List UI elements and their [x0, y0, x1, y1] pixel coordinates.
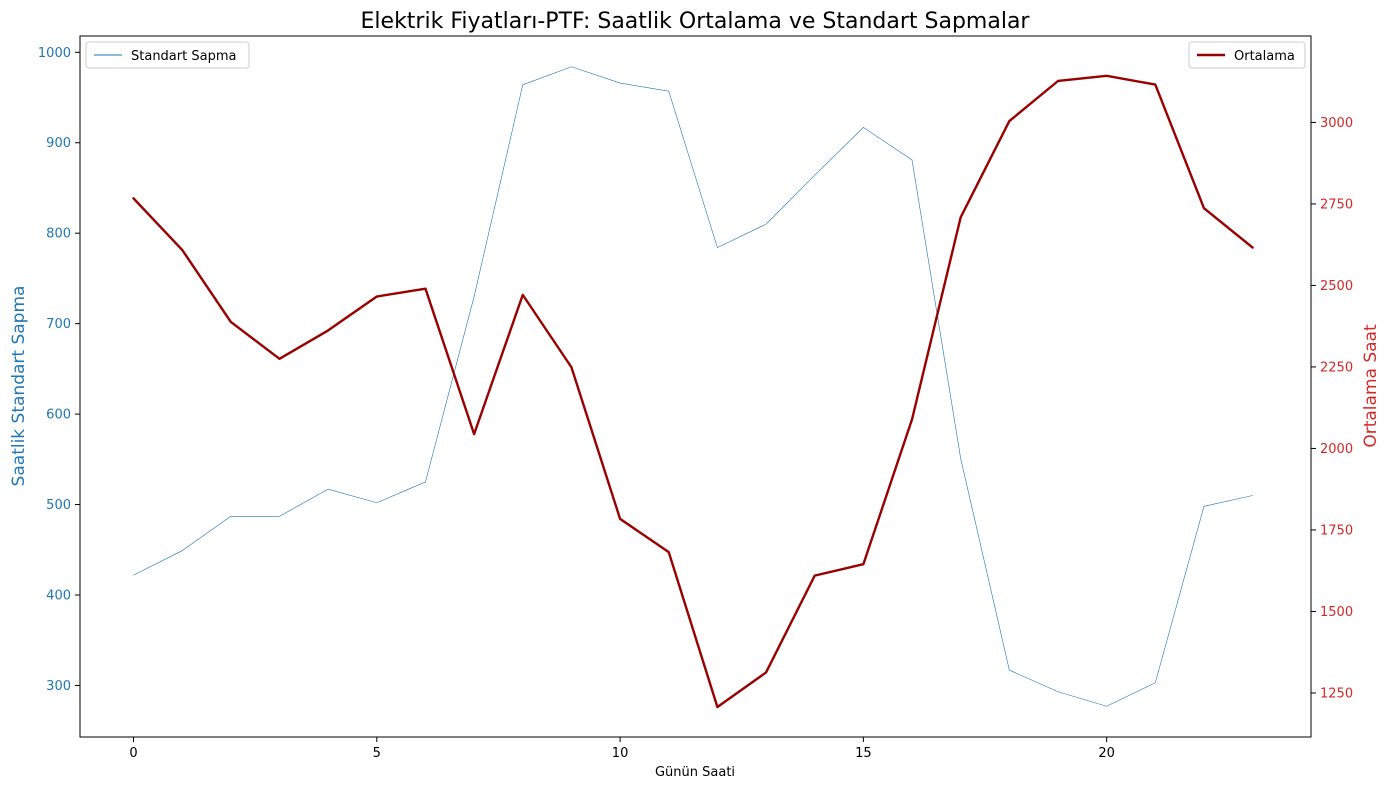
y-right-tick-label: 1250 [1320, 686, 1353, 701]
x-tick-label: 0 [129, 746, 137, 761]
legend-right-box [1188, 41, 1306, 69]
y-left-tick-label: 800 [46, 227, 71, 242]
x-axis-label: Günün Saati [655, 765, 735, 780]
legend-right-label: Ortalama [1234, 49, 1295, 64]
y-right-tick-label: 3000 [1320, 116, 1353, 131]
y-left-tick-label: 900 [46, 136, 71, 151]
series-line-ortalama [132, 74, 1254, 709]
chart-title: Elektrik Fiyatları-PTF: Saatlik Ortalama… [361, 9, 1031, 34]
y-right-tick-label: 2750 [1320, 197, 1353, 212]
plot-frame [79, 35, 1312, 738]
y-left-tick-label: 600 [46, 408, 71, 423]
y-left-tick-label: 400 [46, 588, 71, 603]
series-line-standart-sapma [133, 66, 1253, 707]
legend-left-box [85, 41, 250, 69]
y-left-tick-label: 500 [46, 498, 71, 513]
y-left-tick-label: 300 [46, 679, 71, 694]
y-right-tick-label: 1500 [1320, 605, 1353, 620]
legend-right: Ortalama [1188, 41, 1306, 69]
y-axis-right-label: Ortalama Saat [1361, 324, 1381, 448]
y-right-tick-label: 2500 [1320, 279, 1353, 294]
x-tick-label: 5 [373, 746, 381, 761]
x-tick-label: 15 [855, 746, 872, 761]
y-axis-left-label: Saatlik Standart Sapma [9, 286, 29, 487]
legend-left-label: Standart Sapma [131, 49, 236, 64]
x-tick-label: 10 [612, 746, 629, 761]
y-left-tick-label: 700 [46, 317, 71, 332]
y-left-tick-label: 1000 [38, 46, 71, 61]
y-right-tick-label: 2000 [1320, 442, 1353, 457]
y-right-tick-label: 1750 [1320, 523, 1353, 538]
legend-left: Standart Sapma [85, 41, 250, 69]
y-right-tick-label: 2250 [1320, 360, 1353, 375]
x-tick-label: 20 [1098, 746, 1115, 761]
